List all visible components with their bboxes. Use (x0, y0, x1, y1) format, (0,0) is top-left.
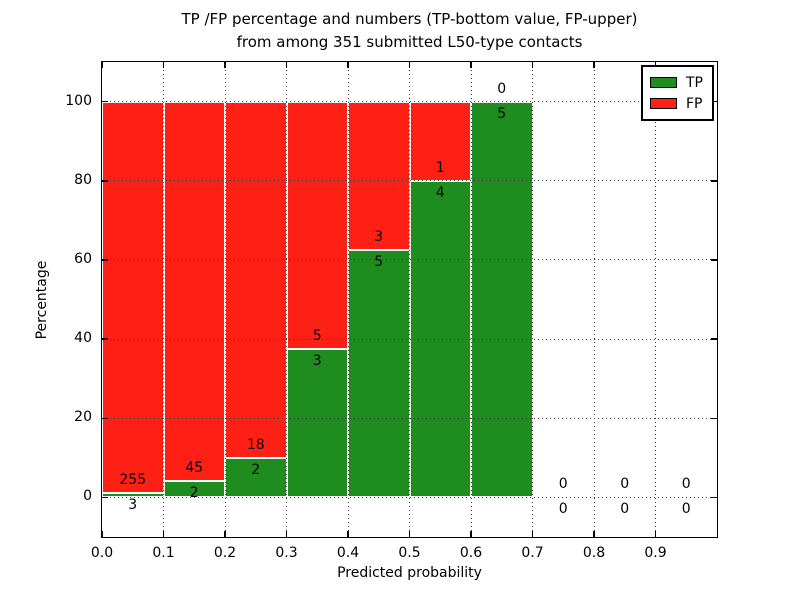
y-tick-mark (102, 496, 108, 499)
gridline-vertical (655, 62, 656, 537)
y-axis-label: Percentage (34, 260, 50, 340)
x-tick-mark (347, 531, 349, 537)
y-tick-mark (102, 259, 108, 261)
y-tick-mark (102, 100, 108, 103)
x-tick-mark (162, 62, 165, 68)
bar-segment-fp (286, 101, 348, 349)
bar-count-label-fp: 0 (681, 476, 691, 493)
chart-title-line1: TP /FP percentage and numbers (TP-bottom… (181, 10, 638, 28)
bar-segment-tp (286, 348, 348, 498)
bar-count-label-fp: 5 (312, 327, 322, 344)
bar-count-label-tp: 5 (497, 105, 507, 122)
x-tick-mark (101, 62, 103, 68)
bar-count-label-fp: 0 (497, 80, 507, 97)
x-tick-label: 0.6 (459, 545, 483, 561)
x-tick-mark (101, 531, 103, 537)
y-tick-label: 40 (74, 330, 92, 347)
legend-swatch-tp (650, 77, 677, 88)
plot-area: 255 3 45 2 18 2 5 3 3 5 1 4 0 5 0 0 0 0 0 0 0.0 0.1 0.2 0.3 0.4 0… (65, 61, 718, 561)
bar-count-label-fp: 255 (119, 471, 147, 488)
gridline-vertical (163, 62, 164, 537)
legend-label-fp: FP (686, 95, 703, 112)
y-tick-label: 60 (74, 250, 92, 267)
x-tick-mark (224, 62, 226, 68)
x-tick-mark (593, 62, 595, 68)
y-tick-mark (711, 417, 717, 419)
bar-segment-fp (348, 101, 410, 251)
y-tick-mark (711, 496, 717, 499)
bar-count-label-fp: 3 (374, 229, 384, 246)
gridline-vertical (593, 62, 595, 537)
bar-count-label-tp: 0 (681, 501, 691, 518)
x-tick-mark (470, 531, 472, 537)
bar-count-label-tp: 3 (128, 496, 138, 513)
x-tick-mark (593, 531, 595, 537)
x-tick-mark (531, 531, 534, 537)
x-tick-mark (470, 62, 472, 68)
x-tick-label: 0.1 (152, 545, 175, 561)
y-tick-label: 20 (74, 409, 92, 426)
bar-count-label-tp: 5 (374, 254, 384, 271)
bar-count-label-fp: 0 (558, 476, 568, 493)
x-tick-mark (224, 531, 226, 537)
legend-row-tp: TP (650, 72, 703, 93)
x-tick-label: 0.4 (336, 545, 360, 561)
bar-segment-fp (163, 101, 225, 481)
gridline-vertical (347, 62, 349, 537)
y-tick-mark (102, 338, 108, 340)
x-tick-label: 0.9 (644, 545, 667, 561)
x-tick-mark (347, 62, 349, 68)
y-tick-label: 100 (65, 92, 92, 109)
bar-segment-fp (102, 101, 164, 493)
bar-count-label-fp: 45 (185, 459, 204, 476)
bar-count-label-tp: 0 (558, 501, 568, 518)
y-tick-mark (711, 338, 717, 340)
bar-count-label-fp: 0 (620, 476, 630, 493)
y-tick-label: 0 (83, 488, 92, 505)
y-tick-mark (711, 259, 717, 261)
bar-count-label-tp: 3 (312, 352, 322, 369)
bar-segment-fp (225, 101, 287, 458)
legend: TP FP (641, 65, 714, 121)
y-tick-mark (711, 100, 717, 103)
gridline-vertical (532, 62, 533, 537)
bar-segment-tp (471, 101, 533, 498)
gridline-vertical (409, 62, 410, 537)
x-tick-label: 0.3 (275, 545, 298, 561)
plot-inner: 255 3 45 2 18 2 5 3 3 5 1 4 0 5 0 0 0 0 0 0 0.0 0.1 0.2 0.3 0.4 0… (65, 62, 717, 561)
x-tick-label: 0.0 (90, 545, 114, 561)
x-tick-mark (285, 531, 288, 537)
bar-count-label-tp: 4 (435, 184, 445, 201)
y-tick-mark (711, 180, 717, 182)
x-tick-label: 0.7 (521, 545, 544, 561)
chart-title: TP /FP percentage and numbers (TP-bottom… (101, 8, 718, 53)
bar-count-label-fp: 1 (435, 159, 445, 176)
x-tick-mark (531, 62, 534, 68)
legend-label-tp: TP (686, 74, 703, 91)
x-tick-label: 0.2 (213, 545, 237, 561)
bar-count-label-fp: 18 (246, 436, 265, 453)
bar-count-label-tp: 2 (189, 484, 199, 501)
y-tick-label: 80 (74, 171, 92, 188)
gridline-vertical (470, 62, 472, 537)
x-tick-mark (408, 531, 411, 537)
gridline-vertical (224, 62, 226, 537)
legend-swatch-fp (650, 98, 677, 109)
x-tick-mark (285, 62, 288, 68)
x-tick-label: 0.8 (582, 545, 606, 561)
x-axis-label: Predicted probability (337, 565, 482, 581)
x-tick-mark (654, 531, 657, 537)
y-tick-mark (102, 417, 108, 419)
y-tick-mark (102, 180, 108, 182)
chart-title-line2: from among 351 submitted L50-type contac… (236, 32, 583, 51)
x-tick-mark (162, 531, 165, 537)
legend-row-fp: FP (650, 93, 703, 114)
gridline-vertical (286, 62, 287, 537)
bar-count-label-tp: 2 (251, 461, 261, 478)
bar-count-label-tp: 0 (620, 501, 630, 518)
bar-segment-tp (348, 250, 410, 498)
x-tick-label: 0.5 (398, 545, 421, 561)
x-tick-mark (408, 62, 411, 68)
